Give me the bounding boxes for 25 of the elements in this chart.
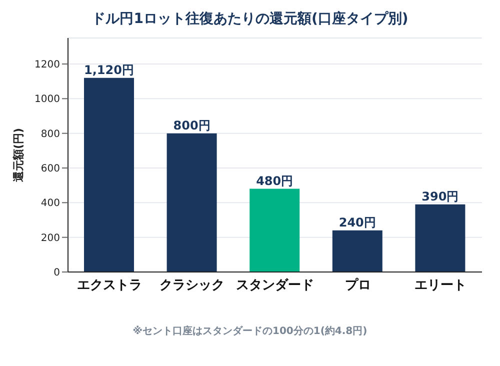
x-tick-label: プロ [344,277,371,294]
data-label: 390円 [422,189,459,204]
y-tick-label: 1000 [34,94,60,106]
y-tick-label: 800 [40,128,60,140]
x-tick-label: スタンダード [236,278,314,294]
bar [166,133,217,272]
y-tick-label: 600 [40,164,60,175]
data-label: 1,120円 [84,62,134,77]
bar [84,78,134,272]
data-label: 800円 [173,118,210,132]
x-tick-label: エクストラ [76,278,142,294]
y-tick-label: 200 [40,232,60,244]
data-label: 480円 [256,174,294,188]
bar [415,204,466,272]
y-tick-label: 1200 [34,60,60,71]
data-label: 240円 [338,215,376,230]
x-tick-label: エリート [414,278,467,294]
x-tick-label: クラシック [160,278,225,294]
y-axis-title: 還元額(円) [12,128,25,184]
y-tick-label: 0 [54,268,60,279]
bar [332,230,382,272]
y-tick-label: 400 [40,198,60,210]
bar [250,188,300,272]
chart-title: ドル円1ロット往復あたりの還元額(口座タイプ別) [90,10,410,29]
text: ※セント口座はスタンダードの100分の1(約4.8円) [132,324,368,338]
